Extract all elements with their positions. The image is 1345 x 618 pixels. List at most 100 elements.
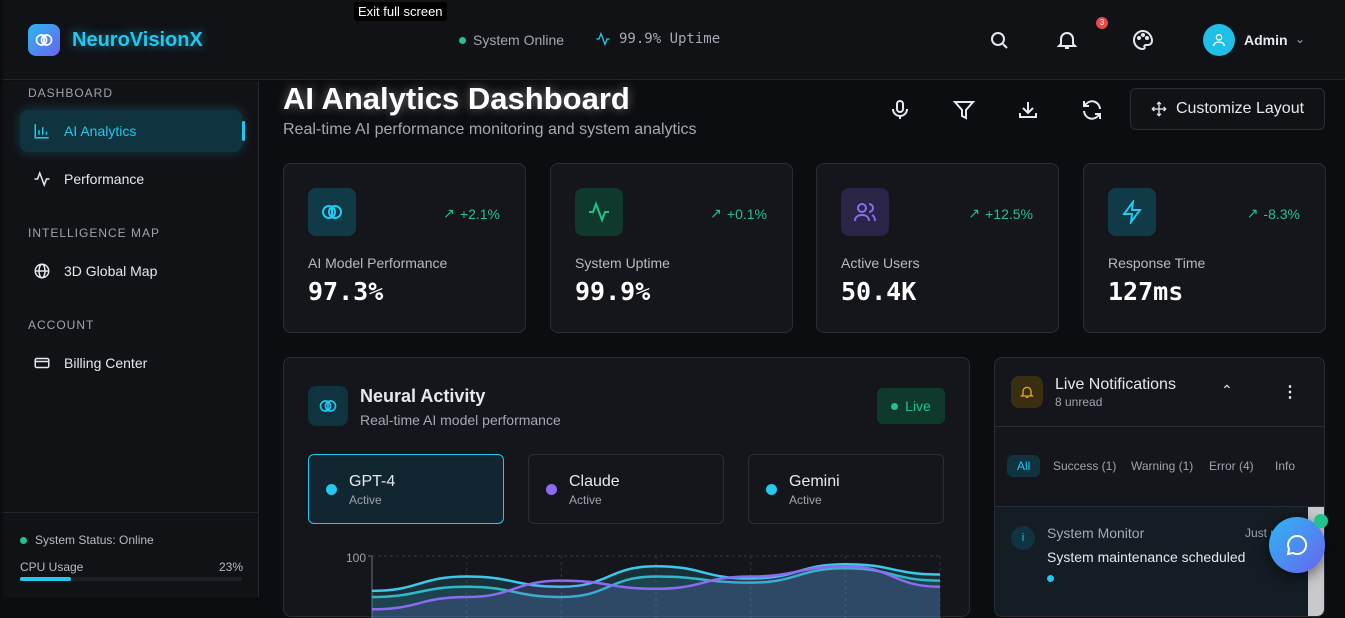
model-name: Gemini (789, 473, 840, 490)
filter-tab-all[interactable]: All (1007, 455, 1041, 477)
cpu-value: 23% (218, 560, 243, 574)
search-icon[interactable] (987, 28, 1011, 52)
system-status-text: System Status: Online (35, 533, 154, 547)
nav-label: Billing Center (64, 355, 148, 371)
chat-bubble-icon (1286, 534, 1308, 556)
nav-label: 3D Global Map (64, 263, 158, 279)
model-status: Active (349, 493, 382, 507)
sidebar-item-performance[interactable]: Performance (20, 158, 242, 200)
section-intelligence-map: INTELLIGENCE MAP (28, 226, 161, 240)
model-card-gemini[interactable]: Gemini Active (748, 454, 944, 524)
unread-dot-icon (1047, 575, 1054, 582)
model-status: Active (569, 493, 602, 507)
brain-icon (308, 188, 356, 236)
model-name: GPT-4 (349, 473, 396, 490)
stat-value: 50.4K (841, 277, 917, 306)
user-name[interactable]: Admin (1244, 32, 1288, 48)
download-icon[interactable] (1016, 98, 1040, 122)
chevron-up-icon[interactable]: ⌃ (1221, 382, 1233, 398)
top-header: NeuroVisionX Exit full screen System Onl… (3, 0, 1345, 80)
microphone-icon[interactable] (888, 98, 912, 122)
info-icon: i (1011, 526, 1035, 550)
trending-up-icon: ↗ (710, 205, 722, 221)
stat-delta: ↗ +0.1% (710, 205, 767, 222)
exit-fullscreen-tooltip: Exit full screen (354, 2, 447, 21)
stat-value: 99.9% (575, 277, 651, 306)
filter-icon[interactable] (952, 98, 976, 122)
stat-label: System Uptime (575, 255, 670, 271)
filter-tab-warning[interactable]: Warning (1) (1131, 459, 1194, 473)
live-text: Live (905, 398, 931, 414)
model-dot-icon (766, 484, 777, 495)
customize-label: Customize Layout (1175, 100, 1305, 117)
neural-activity-chart: 100 (346, 551, 941, 618)
divider (995, 426, 1324, 427)
filter-tab-info[interactable]: Info (1275, 459, 1296, 473)
user-avatar[interactable] (1203, 24, 1235, 56)
users-icon (841, 188, 889, 236)
trending-up-icon: ↗ (443, 205, 455, 221)
refresh-icon[interactable] (1080, 98, 1104, 122)
filter-tab-success[interactable]: Success (1) (1053, 459, 1117, 473)
chevron-down-icon[interactable]: ⌄ (1295, 32, 1306, 46)
system-status: System Online (459, 32, 564, 48)
uptime-text: 99.9% Uptime (619, 31, 721, 47)
sidebar-item-3d-global-map[interactable]: 3D Global Map (20, 250, 242, 292)
cpu-progress-fill (20, 577, 72, 581)
system-status-online: System Status: Online (20, 533, 154, 547)
series-line-gpt-4 (371, 562, 941, 593)
credit-card-icon (34, 357, 50, 369)
delta-value: -8.3% (1263, 205, 1300, 222)
model-card-gpt-4[interactable]: GPT-4 Active (308, 454, 504, 524)
delta-value: +2.1% (459, 205, 500, 222)
model-dot-icon (546, 484, 557, 495)
stat-card-ai-model-performance: ↗ +2.1% AI Model Performance 97.3% (283, 163, 526, 333)
palette-icon[interactable] (1131, 28, 1155, 52)
delta-value: +0.1% (726, 205, 767, 222)
section-dashboard: DASHBOARD (28, 86, 114, 100)
live-dot-icon (891, 402, 899, 410)
sidebar-item-billing-center[interactable]: Billing Center (20, 342, 242, 384)
model-name: Claude (569, 473, 620, 490)
notification-source: System Monitor (1047, 525, 1145, 541)
cpu-progress-bar (20, 577, 242, 581)
brain-logo-icon (28, 24, 60, 56)
customize-layout-button[interactable]: Customize Layout (1130, 88, 1325, 130)
brain-icon (308, 386, 348, 426)
notifications-title: Live Notifications (1055, 376, 1176, 393)
stat-card-system-uptime: ↗ +0.1% System Uptime 99.9% (550, 163, 793, 333)
stat-card-active-users: ↗ +12.5% Active Users 50.4K (816, 163, 1059, 333)
notification-message: System maintenance scheduled (1047, 549, 1246, 565)
sidebar-item-ai-analytics[interactable]: AI Analytics (20, 110, 245, 152)
brand-name[interactable]: NeuroVisionX (72, 29, 203, 51)
status-text: System Online (473, 32, 565, 48)
more-vertical-icon[interactable]: ⋮ (1282, 384, 1298, 401)
model-card-claude[interactable]: Claude Active (528, 454, 724, 524)
move-icon (1151, 101, 1167, 117)
y-tick-100: 100 (346, 551, 366, 565)
stat-delta: ↗ +12.5% (968, 205, 1033, 222)
uptime-indicator: 99.9% Uptime (595, 31, 720, 47)
live-notifications-panel: Live Notifications 8 unread ⌃ ⋮ All Succ… (994, 357, 1325, 617)
model-dot-icon (326, 484, 337, 495)
page-title: AI Analytics Dashboard (283, 81, 630, 116)
model-status: Active (789, 493, 822, 507)
sidebar-footer: System Status: Online CPU Usage 23% (3, 512, 258, 597)
filter-tab-error[interactable]: Error (4) (1209, 459, 1254, 473)
notification-badge: 3 (1096, 17, 1108, 29)
activity-icon (575, 188, 623, 236)
activity-icon (596, 31, 610, 47)
trending-up-icon: ↗ (1246, 205, 1259, 221)
stat-label: Response Time (1108, 255, 1206, 271)
stat-delta: ↗ +2.1% (443, 205, 500, 222)
main-content: AI Analytics Dashboard Real-time AI perf… (259, 81, 1345, 618)
stat-label: Active Users (841, 255, 920, 271)
panel-title: Neural Activity (360, 386, 486, 406)
stat-label: AI Model Performance (308, 255, 448, 271)
nav-label: Performance (64, 171, 145, 187)
status-dot-icon (459, 36, 466, 44)
status-dot-icon (20, 536, 27, 544)
bell-icon[interactable] (1055, 28, 1079, 52)
activity-icon (34, 170, 50, 188)
page-subtitle: Real-time AI performance monitoring and … (283, 121, 697, 138)
